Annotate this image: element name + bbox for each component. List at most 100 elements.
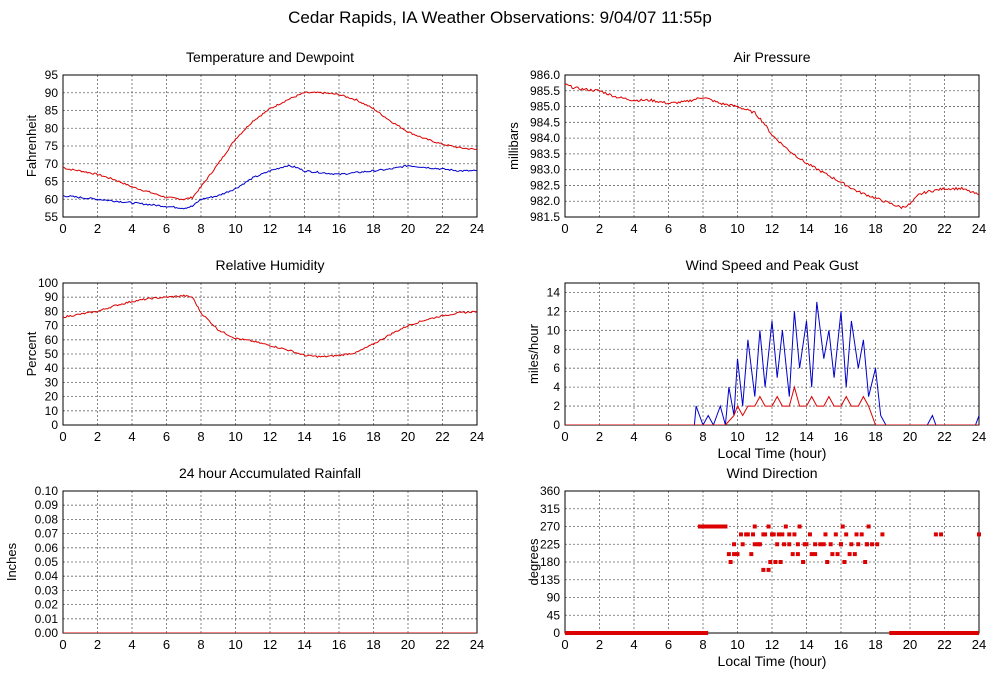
chart-direction-point [740,542,745,547]
chart-pressure-ytick-label: 985.5 [530,84,560,98]
chart-humidity-ytick-label: 70 [45,319,59,333]
chart-pressure-ylabel: millibars [506,122,521,170]
chart-direction-ytick-label: 45 [547,608,561,622]
chart-direction-ylabel: degrees [526,538,541,585]
chart-wind-xtick-label: 0 [561,429,568,444]
chart-pressure-ytick-label: 981.5 [530,210,560,224]
chart-rain-xtick-label: 18 [366,637,380,652]
chart-wind-title: Wind Speed and Peak Gust [686,257,859,273]
chart-humidity-xtick-label: 20 [401,429,415,444]
chart-temp-ytick-label: 60 [45,192,59,206]
chart-direction-point [795,542,800,547]
chart-temp-xtick-label: 18 [366,221,380,236]
chart-direction-point [823,532,828,537]
chart-direction-ytick-label: 225 [540,537,560,551]
chart-direction-point [728,560,733,564]
chart-pressure-xtick-label: 16 [834,221,848,236]
chart-direction-point [835,552,840,557]
chart-humidity-xtick-label: 24 [470,429,484,444]
chart-rain-xtick-label: 0 [59,637,66,652]
chart-temp-xtick-label: 12 [263,221,277,236]
chart-rain-ytick-label: 0.03 [35,583,59,597]
chart-direction-point [859,532,864,537]
chart-humidity-frame [62,282,478,426]
chart-pressure-ytick-label: 984.5 [530,115,560,129]
chart-direction-xtick-label: 16 [834,637,848,652]
chart-temp-xtick-label: 8 [197,221,204,236]
chart-humidity-xtick-label: 10 [228,429,242,444]
chart-direction-xtick-label: 12 [765,637,779,652]
chart-rain-ytick-label: 0.10 [35,484,59,498]
chart-direction-point [782,542,787,547]
chart-temp-ytick-label: 75 [45,139,59,153]
chart-rain-ytick-label: 0.07 [35,527,59,541]
chart-wind-ytick-label: 8 [553,342,560,356]
chart-pressure-xtick-label: 18 [868,221,882,236]
chart-wind-xtick-label: 6 [665,429,672,444]
chart-rain-xtick-label: 6 [163,637,170,652]
chart-temp-series-blue-line [63,164,477,210]
chart-wind-xtick-label: 2 [596,429,603,444]
chart-pressure-xtick-label: 6 [665,221,672,236]
chart-pressure-ytick-label: 983.5 [530,147,560,161]
chart-rain-ylabel: Inches [4,542,19,581]
chart-rain-ytick-label: 0.08 [35,512,59,526]
chart-direction-point-band [697,524,726,529]
chart-temp-ytick-label: 85 [45,104,59,118]
chart-wind-xtick-label: 10 [730,429,744,444]
chart-direction-xtick-label: 8 [699,637,706,652]
chart-temp-ytick-label: 70 [45,157,59,171]
chart-direction-xtick-label: 0 [561,637,568,652]
chart-rain-ytick-label: 0.06 [35,541,59,555]
chart-rain-xtick-label: 4 [128,637,135,652]
chart-direction-point [726,552,731,557]
chart-direction-point [752,542,757,547]
chart-direction-point [735,552,740,557]
chart-humidity-ylabel: Percent [24,331,39,376]
chart-direction-point [732,552,737,557]
chart-direction-point [833,532,838,537]
chart-rain-ytick-label: 0.01 [35,612,59,626]
chart-direction-point [792,532,797,537]
chart-direction-ytick-label: 180 [540,555,560,569]
chart-wind-frame [564,282,980,426]
chart-humidity-xtick-label: 16 [332,429,346,444]
chart-direction-point [856,542,861,547]
chart-direction-point [844,532,849,537]
chart-wind-xtick-label: 14 [799,429,813,444]
chart-direction-xtick-label: 18 [868,637,882,652]
chart-pressure-xtick-label: 12 [765,221,779,236]
chart-direction-point [744,532,749,537]
chart-wind-xtick-label: 12 [765,429,779,444]
chart-direction-point [778,560,783,564]
chart-wind-xtick-label: 18 [868,429,882,444]
chart-direction-point [768,560,773,564]
chart-wind-series-blue-line [565,301,979,425]
chart-pressure-xtick-label: 0 [561,221,568,236]
chart-direction-point [807,532,812,537]
chart-direction-point [870,542,875,547]
chart-humidity-ytick-label: 80 [45,304,59,318]
chart-humidity-xtick-label: 2 [94,429,101,444]
chart-direction-point [939,532,944,537]
chart-direction-point [854,532,859,537]
chart-direction-point [787,542,792,547]
chart-wind-ylabel: miles/hour [526,323,541,384]
chart-direction-point [749,552,754,557]
chart-rain-xtick-label: 20 [401,637,415,652]
chart-pressure-xtick-label: 14 [799,221,813,236]
chart-direction-title: Wind Direction [726,465,817,481]
chart-pressure-title: Air Pressure [733,49,810,65]
chart-direction-xtick-label: 4 [630,637,637,652]
chart-pressure-ytick-label: 983.0 [530,163,560,177]
chart-pressure-ytick-label: 986.0 [530,68,560,82]
chart-rain-ytick-label: 0.00 [35,626,59,640]
chart-direction-point [866,524,871,529]
chart-humidity-xtick-label: 22 [435,429,449,444]
chart-direction-frame [564,490,980,634]
chart-direction-point [830,552,835,557]
chart-direction-point [783,524,788,529]
chart-direction-point [825,560,830,564]
chart-direction-ytick-label: 135 [540,573,560,587]
chart-rain-ytick-label: 0.02 [35,598,59,612]
